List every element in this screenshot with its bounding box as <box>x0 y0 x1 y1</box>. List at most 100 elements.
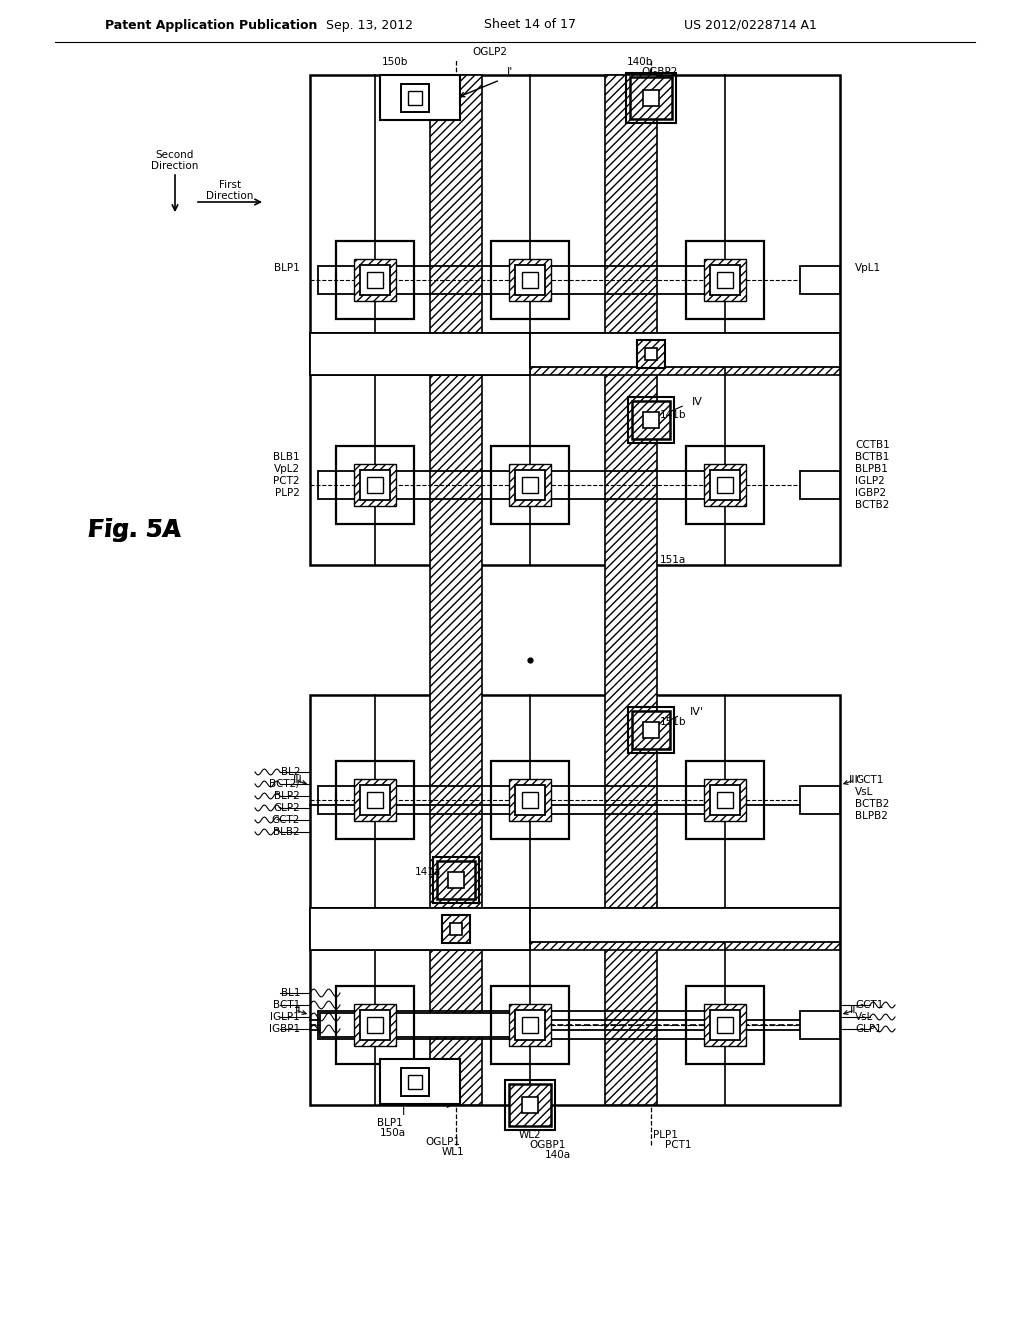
Bar <box>367 477 383 494</box>
Bar <box>717 272 733 288</box>
Text: 141a: 141a <box>415 867 441 876</box>
Text: BCTB2: BCTB2 <box>855 500 890 510</box>
Bar <box>530 908 840 942</box>
Text: GCT1: GCT1 <box>855 1001 884 1010</box>
Text: WL1: WL1 <box>441 1147 464 1158</box>
Text: BLP1: BLP1 <box>377 1118 402 1129</box>
Text: Direction: Direction <box>206 191 254 201</box>
Bar <box>548 267 707 294</box>
Bar <box>628 708 674 752</box>
Bar <box>800 471 840 499</box>
Text: OGLP2: OGLP2 <box>472 48 508 57</box>
Bar <box>515 1010 545 1040</box>
Bar <box>336 242 414 319</box>
Text: IGLP2: IGLP2 <box>855 477 885 486</box>
Bar <box>393 1011 512 1039</box>
Bar <box>711 1010 739 1040</box>
Bar <box>530 333 840 367</box>
Bar <box>703 259 746 301</box>
Bar <box>393 267 512 294</box>
Text: BLB1: BLB1 <box>273 451 300 462</box>
Text: BL1: BL1 <box>281 987 300 998</box>
Text: GLP1: GLP1 <box>855 1024 882 1034</box>
Text: 140a: 140a <box>545 1150 571 1160</box>
Text: BCTB2: BCTB2 <box>855 799 890 809</box>
Bar <box>353 779 396 821</box>
Text: PCT2: PCT2 <box>273 477 300 486</box>
Bar <box>521 1097 539 1113</box>
Bar <box>509 779 552 821</box>
Bar <box>380 1059 460 1104</box>
Bar <box>336 446 414 524</box>
Bar <box>711 470 739 500</box>
Bar <box>703 463 746 507</box>
Text: Patent Application Publication: Patent Application Publication <box>105 18 317 32</box>
Bar <box>800 267 840 294</box>
Bar <box>380 75 460 120</box>
Bar <box>401 84 429 112</box>
Bar <box>711 785 739 814</box>
Bar <box>515 470 545 500</box>
Bar <box>393 785 512 814</box>
Bar <box>643 722 658 738</box>
Text: III: III <box>293 775 303 785</box>
Text: IGLP1: IGLP1 <box>270 1012 300 1022</box>
Bar <box>449 873 464 887</box>
Text: IGBP1: IGBP1 <box>269 1024 300 1034</box>
Bar <box>800 785 840 814</box>
Bar <box>509 1003 552 1047</box>
Bar <box>628 397 674 444</box>
Text: BLP2: BLP2 <box>274 791 300 801</box>
Text: GCT1: GCT1 <box>855 775 884 785</box>
Bar <box>442 915 470 942</box>
Bar <box>703 779 746 821</box>
Text: OGBP1: OGBP1 <box>529 1140 566 1150</box>
Text: BL2: BL2 <box>281 767 300 777</box>
Text: VpL2: VpL2 <box>273 465 300 474</box>
Text: Fig. 5A: Fig. 5A <box>88 517 181 543</box>
Text: 140b: 140b <box>627 57 653 67</box>
Bar <box>409 91 422 104</box>
Bar <box>686 986 764 1064</box>
Bar <box>505 1080 555 1130</box>
Bar <box>319 1012 525 1038</box>
Text: I': I' <box>507 67 513 77</box>
Bar <box>409 1076 422 1089</box>
Text: GCT2: GCT2 <box>271 814 300 825</box>
Bar <box>637 341 665 368</box>
Bar <box>490 446 569 524</box>
Bar <box>522 792 539 808</box>
Text: IV: IV <box>692 397 702 407</box>
Text: VpL1: VpL1 <box>855 263 881 273</box>
Text: 150a: 150a <box>380 1129 407 1138</box>
Bar <box>490 986 569 1064</box>
Bar <box>310 333 840 375</box>
Text: OGLP1: OGLP1 <box>426 1137 461 1147</box>
Text: Direction: Direction <box>152 161 199 172</box>
Bar <box>717 477 733 494</box>
Bar <box>367 1016 383 1034</box>
Text: US 2012/0228714 A1: US 2012/0228714 A1 <box>684 18 816 32</box>
Bar <box>632 711 670 748</box>
Text: PLP2: PLP2 <box>275 488 300 498</box>
Text: IGBP2: IGBP2 <box>855 488 886 498</box>
Bar <box>800 1011 840 1039</box>
Text: IV': IV' <box>690 708 705 717</box>
Text: BLPB1: BLPB1 <box>855 465 888 474</box>
Bar <box>522 1016 539 1034</box>
Bar <box>318 1011 362 1039</box>
Bar <box>310 908 840 950</box>
Text: BLPB2: BLPB2 <box>855 810 888 821</box>
Bar <box>515 785 545 814</box>
Bar <box>703 1003 746 1047</box>
Text: First: First <box>219 180 241 190</box>
Text: BCT2/: BCT2/ <box>269 779 300 789</box>
Text: II: II <box>295 1005 301 1015</box>
Bar <box>353 1003 396 1047</box>
Text: Second: Second <box>156 150 195 160</box>
Bar <box>401 1068 429 1096</box>
Bar <box>632 401 670 440</box>
Bar <box>367 272 383 288</box>
Bar <box>643 90 659 107</box>
Text: PCT1: PCT1 <box>665 1140 691 1150</box>
